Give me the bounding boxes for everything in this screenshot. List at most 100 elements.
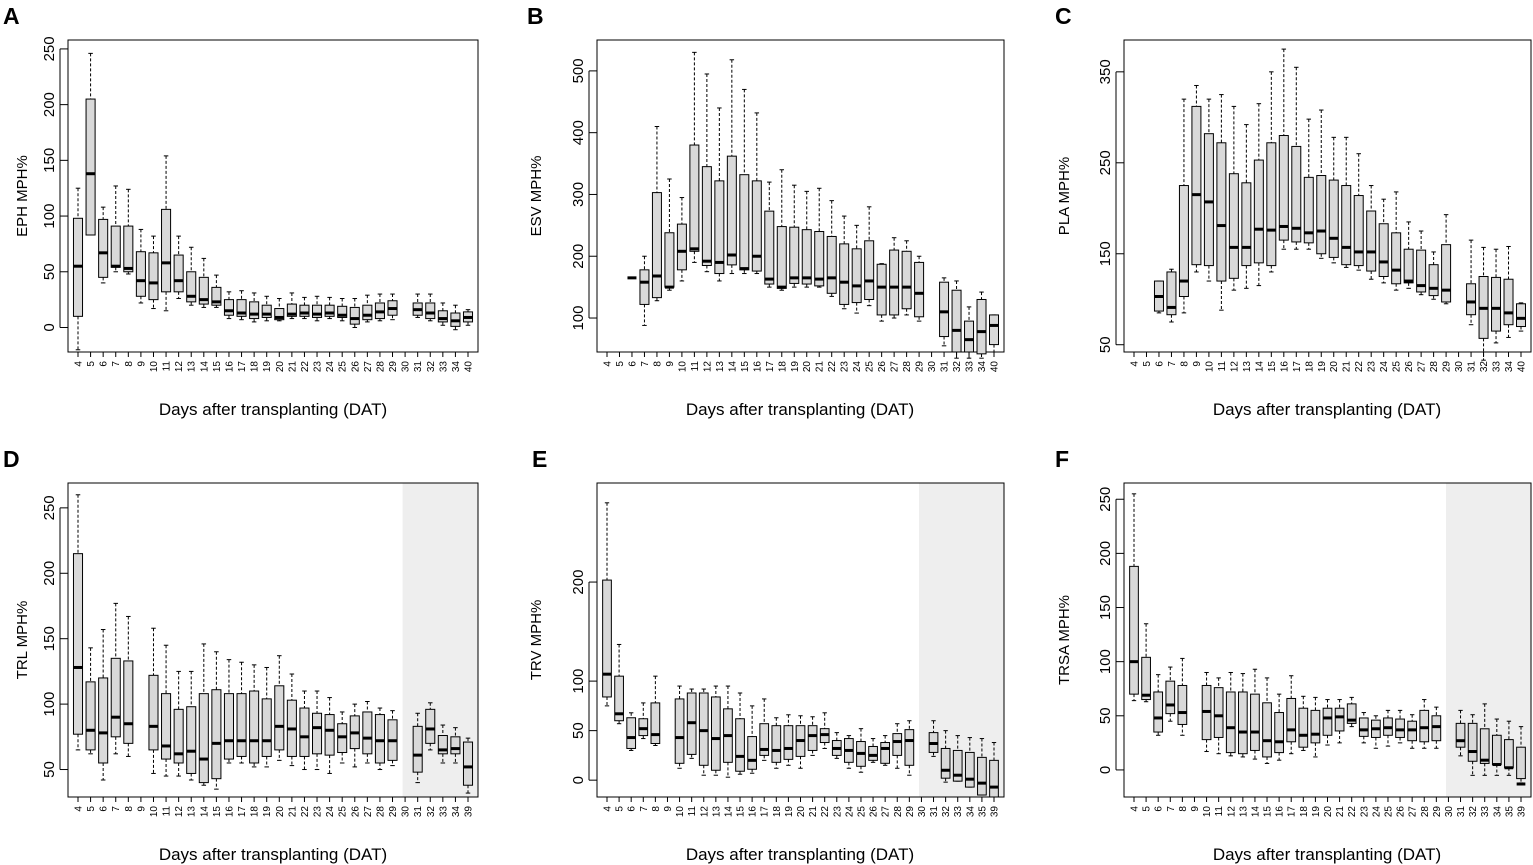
box-body xyxy=(1353,195,1364,267)
box-13 xyxy=(1241,124,1252,289)
x-tick-label: 11 xyxy=(690,361,701,372)
box-7 xyxy=(638,702,649,740)
x-tick-label: 30 xyxy=(401,361,412,373)
box-body xyxy=(1225,691,1236,754)
box-23 xyxy=(312,690,323,771)
box-10 xyxy=(676,197,687,282)
box-23 xyxy=(312,295,323,322)
box-11 xyxy=(689,51,700,263)
box-body xyxy=(425,302,436,320)
x-tick-label: 26 xyxy=(1396,806,1407,818)
box-body xyxy=(1228,173,1239,279)
x-tick-label: 7 xyxy=(639,806,650,812)
x-tick-label: 30 xyxy=(1454,361,1465,373)
x-tick-label: 22 xyxy=(1347,806,1358,818)
x-tick-label: 21 xyxy=(808,806,819,818)
box-4 xyxy=(602,502,612,707)
box-21 xyxy=(286,673,297,767)
x-tick-label: 9 xyxy=(665,361,676,367)
box-body xyxy=(939,281,950,338)
x-tick-label: 5 xyxy=(86,806,97,812)
box-8 xyxy=(1177,657,1188,736)
box-26 xyxy=(868,738,878,763)
x-tick-label: 25 xyxy=(1392,361,1403,373)
y-tick-label: 100 xyxy=(41,204,58,229)
box-body xyxy=(173,254,184,293)
box-body xyxy=(964,320,975,353)
x-axis-label-f: Days after transplanting (DAT) xyxy=(1213,845,1441,864)
box-body xyxy=(1278,135,1289,241)
box-19 xyxy=(783,714,794,766)
box-17 xyxy=(1291,66,1302,250)
box-23 xyxy=(1366,185,1377,280)
x-tick-label: 32 xyxy=(952,361,963,373)
box-34 xyxy=(964,737,975,788)
box-body xyxy=(236,299,247,317)
box-body xyxy=(1178,185,1189,298)
box-7 xyxy=(1165,666,1176,722)
panel-d: D TRL MPH% Days after transplanting (DAT… xyxy=(3,446,479,864)
y-tick-label: 150 xyxy=(1097,241,1114,266)
y-axis-label-c: PLA MPH% xyxy=(1056,157,1073,235)
y-tick-label: 200 xyxy=(41,561,58,586)
box-16 xyxy=(747,705,757,774)
x-tick-label: 7 xyxy=(1166,806,1177,812)
x-tick-label: 27 xyxy=(1408,806,1419,818)
x-axis-label-c: Days after transplanting (DAT) xyxy=(1213,400,1441,419)
box-22 xyxy=(819,712,830,749)
panel-f: F TRSA MPH% Days after transplanting (DA… xyxy=(1055,446,1532,864)
box-body xyxy=(1303,176,1314,244)
box-body xyxy=(952,749,963,782)
box-32 xyxy=(425,293,436,322)
box-28 xyxy=(892,723,903,769)
x-tick-label: 8 xyxy=(124,361,135,367)
box-20 xyxy=(795,715,806,769)
box-26 xyxy=(876,263,887,322)
box-18 xyxy=(249,292,260,323)
x-tick-label: 7 xyxy=(640,361,651,367)
box-body xyxy=(1177,684,1188,725)
box-21 xyxy=(814,187,825,288)
box-body xyxy=(161,693,172,760)
box-body xyxy=(299,304,310,317)
box-12 xyxy=(173,670,184,777)
box-body xyxy=(1298,707,1309,748)
x-tick-label: 18 xyxy=(772,806,783,818)
x-tick-label: 14 xyxy=(1250,806,1261,818)
x-tick-label: 15 xyxy=(1267,361,1278,373)
box-24 xyxy=(851,224,862,314)
x-tick-label: 32 xyxy=(941,806,952,818)
x-tick-label: 31 xyxy=(929,806,940,818)
box-body xyxy=(904,729,915,766)
x-tick-label: 21 xyxy=(287,806,298,818)
box-18 xyxy=(1298,695,1309,751)
x-tick-label: 33 xyxy=(438,361,449,373)
plot-area-b xyxy=(596,39,1005,353)
box-28 xyxy=(1419,699,1430,749)
box-21 xyxy=(286,292,297,320)
box-body xyxy=(1403,248,1414,284)
box-26 xyxy=(349,298,360,328)
box-body xyxy=(689,144,700,252)
x-tick-label: 13 xyxy=(187,806,198,818)
x-tick-label: 17 xyxy=(237,806,248,818)
box-body xyxy=(261,304,272,318)
x-tick-label: 6 xyxy=(627,361,638,367)
box-22 xyxy=(299,690,310,771)
y-tick-label: 0 xyxy=(570,776,587,784)
box-5 xyxy=(85,52,96,236)
box-19 xyxy=(789,184,800,288)
box-18 xyxy=(771,717,782,769)
box-4 xyxy=(1129,493,1139,702)
box-body xyxy=(771,725,782,763)
x-tick-label: 28 xyxy=(375,806,386,818)
x-tick-label: 19 xyxy=(784,806,795,818)
box-9 xyxy=(664,178,675,291)
x-tick-label: 28 xyxy=(375,361,386,373)
box-body xyxy=(198,693,209,784)
box-7 xyxy=(1166,268,1177,323)
x-tick-label: 10 xyxy=(1202,806,1213,818)
box-body xyxy=(807,725,818,751)
x-tick-label: 34 xyxy=(1492,806,1503,818)
